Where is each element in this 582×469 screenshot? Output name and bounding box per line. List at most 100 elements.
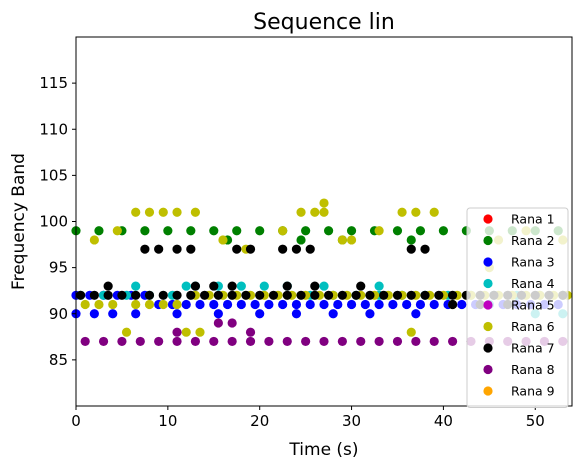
point-series-7 bbox=[310, 290, 320, 300]
point-series-3 bbox=[388, 299, 398, 310]
point-series-2 bbox=[392, 226, 403, 236]
point-series-7 bbox=[209, 281, 219, 291]
legend-marker bbox=[483, 343, 493, 353]
point-series-7 bbox=[406, 290, 416, 300]
point-series-7 bbox=[144, 290, 155, 300]
legend-marker bbox=[483, 278, 493, 289]
point-series-7 bbox=[131, 290, 141, 300]
legend-label: Rana 2 bbox=[511, 233, 555, 248]
point-series-8 bbox=[227, 318, 237, 328]
point-series-7 bbox=[213, 290, 223, 300]
legend-marker bbox=[483, 214, 493, 224]
legend-marker bbox=[483, 257, 493, 267]
point-series-3 bbox=[360, 299, 370, 310]
point-series-7 bbox=[434, 290, 444, 300]
point-series-6 bbox=[121, 327, 132, 337]
point-series-6 bbox=[296, 207, 306, 217]
point-series-3 bbox=[457, 299, 467, 310]
point-series-6 bbox=[158, 207, 168, 217]
point-series-4 bbox=[181, 281, 191, 291]
x-tick-label: 50 bbox=[526, 412, 545, 430]
point-series-3 bbox=[255, 309, 265, 319]
point-series-3 bbox=[305, 299, 315, 310]
point-series-7 bbox=[186, 244, 196, 254]
point-series-3 bbox=[250, 299, 260, 310]
point-series-7 bbox=[75, 290, 86, 300]
point-series-7 bbox=[268, 290, 279, 300]
point-series-6 bbox=[397, 207, 407, 217]
point-series-2 bbox=[415, 226, 426, 236]
point-series-6 bbox=[429, 207, 439, 217]
point-series-7 bbox=[186, 290, 196, 300]
point-series-7 bbox=[420, 244, 430, 254]
point-series-3 bbox=[333, 299, 343, 310]
point-series-7 bbox=[351, 290, 361, 300]
legend-label: Rana 8 bbox=[511, 362, 555, 377]
y-tick-label: 110 bbox=[39, 120, 68, 138]
point-series-3 bbox=[365, 309, 375, 319]
point-series-6 bbox=[346, 235, 357, 245]
y-tick-label: 90 bbox=[49, 305, 68, 323]
point-series-8 bbox=[282, 336, 292, 347]
legend-label: Rana 9 bbox=[511, 384, 555, 399]
x-tick-label: 30 bbox=[342, 412, 361, 430]
point-series-8 bbox=[172, 336, 182, 347]
point-series-7 bbox=[447, 299, 458, 310]
point-series-7 bbox=[245, 244, 256, 254]
legend-label: Rana 3 bbox=[511, 255, 555, 270]
point-series-6 bbox=[181, 327, 191, 337]
point-series-6 bbox=[131, 299, 141, 310]
point-series-2 bbox=[209, 226, 219, 236]
point-series-8 bbox=[117, 336, 127, 347]
point-series-8 bbox=[190, 336, 201, 347]
point-series-7 bbox=[296, 290, 306, 300]
x-axis: 0 10 20 30 40 50 bbox=[71, 406, 545, 430]
point-series-6 bbox=[108, 299, 118, 310]
point-series-8 bbox=[227, 336, 237, 347]
point-series-8 bbox=[80, 336, 90, 347]
point-series-3 bbox=[108, 309, 118, 319]
y-axis-label: Frequency Band bbox=[9, 153, 29, 290]
point-series-7 bbox=[278, 244, 288, 254]
y-axis: 85 90 95 100 105 110 115 bbox=[39, 74, 76, 369]
point-series-2 bbox=[255, 226, 265, 236]
point-series-6 bbox=[94, 299, 104, 310]
point-series-7 bbox=[154, 244, 164, 254]
point-series-8 bbox=[209, 336, 219, 347]
point-series-7 bbox=[241, 290, 251, 300]
point-series-8 bbox=[172, 327, 182, 337]
point-series-8 bbox=[264, 336, 274, 347]
x-axis-label: Time (s) bbox=[288, 440, 358, 460]
point-series-7 bbox=[103, 290, 113, 300]
point-series-7 bbox=[420, 290, 430, 300]
point-series-6 bbox=[89, 235, 99, 245]
point-series-3 bbox=[411, 309, 421, 319]
point-series-7 bbox=[255, 290, 265, 300]
point-series-6 bbox=[406, 327, 416, 337]
point-series-3 bbox=[172, 309, 182, 319]
legend-marker bbox=[483, 386, 493, 396]
point-series-7 bbox=[323, 290, 334, 300]
point-series-7 bbox=[447, 290, 458, 300]
point-series-7 bbox=[379, 290, 389, 300]
point-series-3 bbox=[236, 299, 246, 310]
point-series-3 bbox=[213, 309, 223, 319]
point-series-8 bbox=[301, 336, 311, 347]
point-series-3 bbox=[181, 299, 191, 310]
point-series-8 bbox=[392, 336, 403, 347]
point-series-6 bbox=[310, 207, 320, 217]
point-series-7 bbox=[158, 290, 168, 300]
legend-label: Rana 6 bbox=[511, 319, 555, 334]
point-series-2 bbox=[186, 226, 196, 236]
point-series-8 bbox=[337, 336, 347, 347]
point-series-3 bbox=[346, 299, 357, 310]
point-series-4 bbox=[259, 281, 269, 291]
point-series-7 bbox=[227, 281, 237, 291]
y-tick-label: 95 bbox=[49, 259, 68, 277]
point-series-8 bbox=[319, 336, 329, 347]
point-series-3 bbox=[209, 299, 219, 310]
point-series-3 bbox=[291, 299, 302, 310]
point-series-7 bbox=[406, 244, 416, 254]
point-series-8 bbox=[429, 336, 439, 347]
point-series-6 bbox=[319, 207, 329, 217]
